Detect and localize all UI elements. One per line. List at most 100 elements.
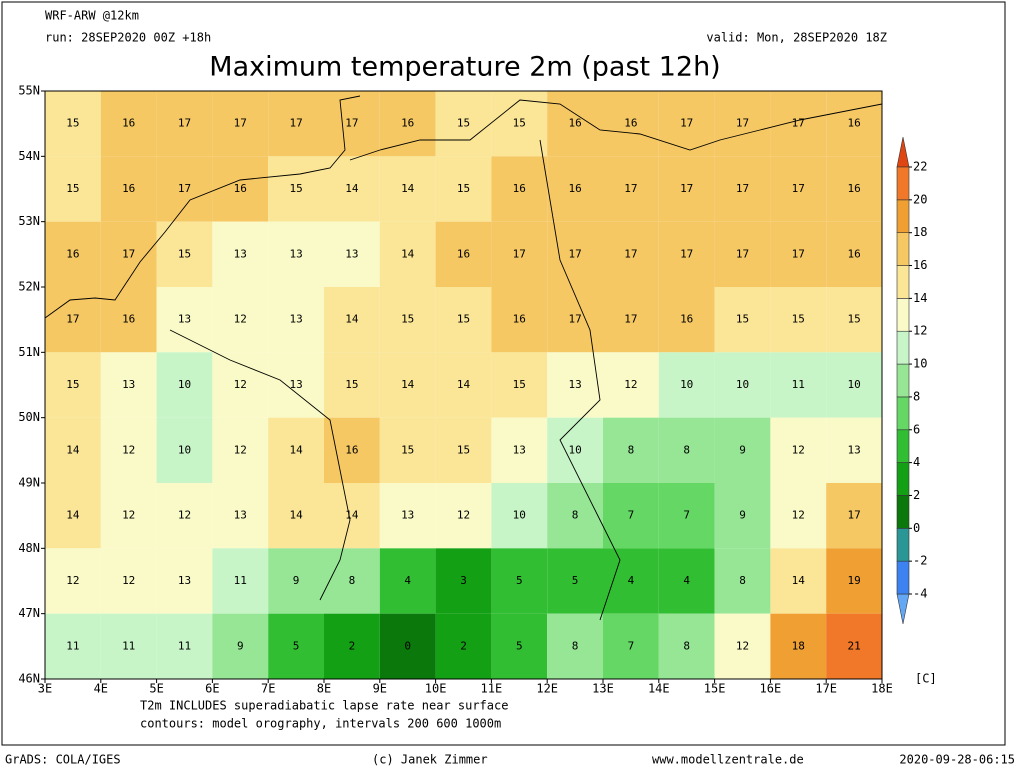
field-cell: [435, 548, 492, 614]
field-cell: [491, 483, 548, 549]
field-value: 11: [122, 639, 135, 652]
field-value: 15: [457, 443, 470, 456]
field-cell: [379, 483, 436, 549]
field-value: 13: [289, 378, 302, 391]
field-value: 17: [234, 117, 247, 130]
field-value: 10: [178, 443, 191, 456]
field-cell: [770, 417, 827, 483]
field-cell: [603, 417, 659, 483]
field-value: 16: [457, 247, 470, 260]
field-value: 8: [572, 509, 579, 522]
field-cell: [100, 613, 157, 679]
field-cell: [45, 483, 101, 549]
field-cell: [212, 417, 269, 483]
x-tick-label: 12E: [536, 682, 558, 696]
colorbar-band: [896, 429, 910, 463]
field-value: 9: [739, 443, 746, 456]
field-cell: [658, 548, 715, 614]
field-value: 3: [460, 574, 467, 587]
field-cell: [658, 156, 715, 222]
field-value: 8: [349, 574, 356, 587]
field-value: 13: [289, 313, 302, 326]
field-cell: [379, 221, 436, 287]
colorbar-band: [896, 199, 910, 233]
field-value: 2: [349, 639, 356, 652]
field-cell: [156, 483, 213, 549]
field-value: 14: [345, 313, 359, 326]
field-cell: [268, 287, 324, 353]
x-tick-label: 13E: [592, 682, 614, 696]
field-value: 16: [847, 182, 860, 195]
field-cell: [435, 417, 492, 483]
colorbar-label: 12: [913, 324, 927, 338]
field-value: 17: [736, 182, 749, 195]
coastline: [349, 99, 883, 161]
field-cell: [658, 221, 715, 287]
border: [169, 329, 351, 601]
field-value: 17: [345, 117, 358, 130]
colorbar-band: [896, 363, 910, 398]
field-cell: [714, 156, 771, 222]
field-value: 12: [457, 509, 470, 522]
field-value: 15: [66, 182, 79, 195]
field-cell: [547, 91, 603, 157]
field-cell: [826, 352, 882, 418]
colorbar-band: [896, 462, 910, 496]
field-cell: [212, 91, 269, 157]
field-value: 12: [178, 509, 191, 522]
field-value: 17: [680, 182, 693, 195]
colorbar-label: -4: [913, 587, 927, 601]
colorbar-label: 16: [913, 258, 927, 272]
field-cell: [45, 156, 101, 222]
y-tick-label: 46N: [18, 672, 40, 686]
field-cell: [45, 613, 101, 679]
field-cell: [324, 287, 380, 353]
colorbar-label: 0: [913, 521, 920, 535]
field-value: 15: [345, 378, 358, 391]
field-cell: [324, 156, 380, 222]
field-value: 14: [289, 509, 303, 522]
field-cell: [324, 548, 380, 614]
field-value: 9: [237, 639, 244, 652]
field-cell: [491, 417, 548, 483]
field-value: 15: [736, 313, 749, 326]
colorbar-label: 4: [913, 455, 920, 469]
field-value: 17: [736, 247, 749, 260]
field-cell: [826, 548, 882, 614]
valid-label: valid: Mon, 28SEP2020 18Z: [706, 31, 887, 45]
field-value: 10: [736, 378, 749, 391]
field-value: 14: [401, 182, 415, 195]
field-cell: [324, 417, 380, 483]
field-value: 13: [234, 509, 247, 522]
field-value: 8: [572, 639, 579, 652]
field-cell: [212, 483, 269, 549]
field-cell: [212, 156, 269, 222]
field-value: 15: [401, 443, 414, 456]
field-value: 12: [624, 378, 637, 391]
field-value: 10: [513, 509, 526, 522]
field-value: 5: [572, 574, 579, 587]
field-cell: [770, 221, 827, 287]
field-cell: [547, 287, 603, 353]
field-cell: [603, 91, 659, 157]
field-cell: [491, 287, 548, 353]
field-cell: [100, 156, 157, 222]
field-value: 16: [624, 117, 637, 130]
field-cell: [268, 613, 324, 679]
field-value: 12: [234, 378, 247, 391]
field-cell: [100, 417, 157, 483]
colorbar-label: -2: [913, 554, 927, 568]
field-cell: [714, 352, 771, 418]
colorbar-band: [896, 396, 910, 431]
x-tick-label: 8E: [317, 682, 331, 696]
field-cell: [658, 352, 715, 418]
field-value: 2: [460, 639, 467, 652]
field-value: 17: [289, 117, 302, 130]
field-cell: [100, 352, 157, 418]
field-cell: [45, 548, 101, 614]
field-cell: [324, 352, 380, 418]
field-cell: [212, 352, 269, 418]
field-value: 16: [122, 182, 135, 195]
footer-timestamp: 2020-09-28-06:15: [899, 753, 1015, 767]
field-value: 13: [847, 443, 860, 456]
